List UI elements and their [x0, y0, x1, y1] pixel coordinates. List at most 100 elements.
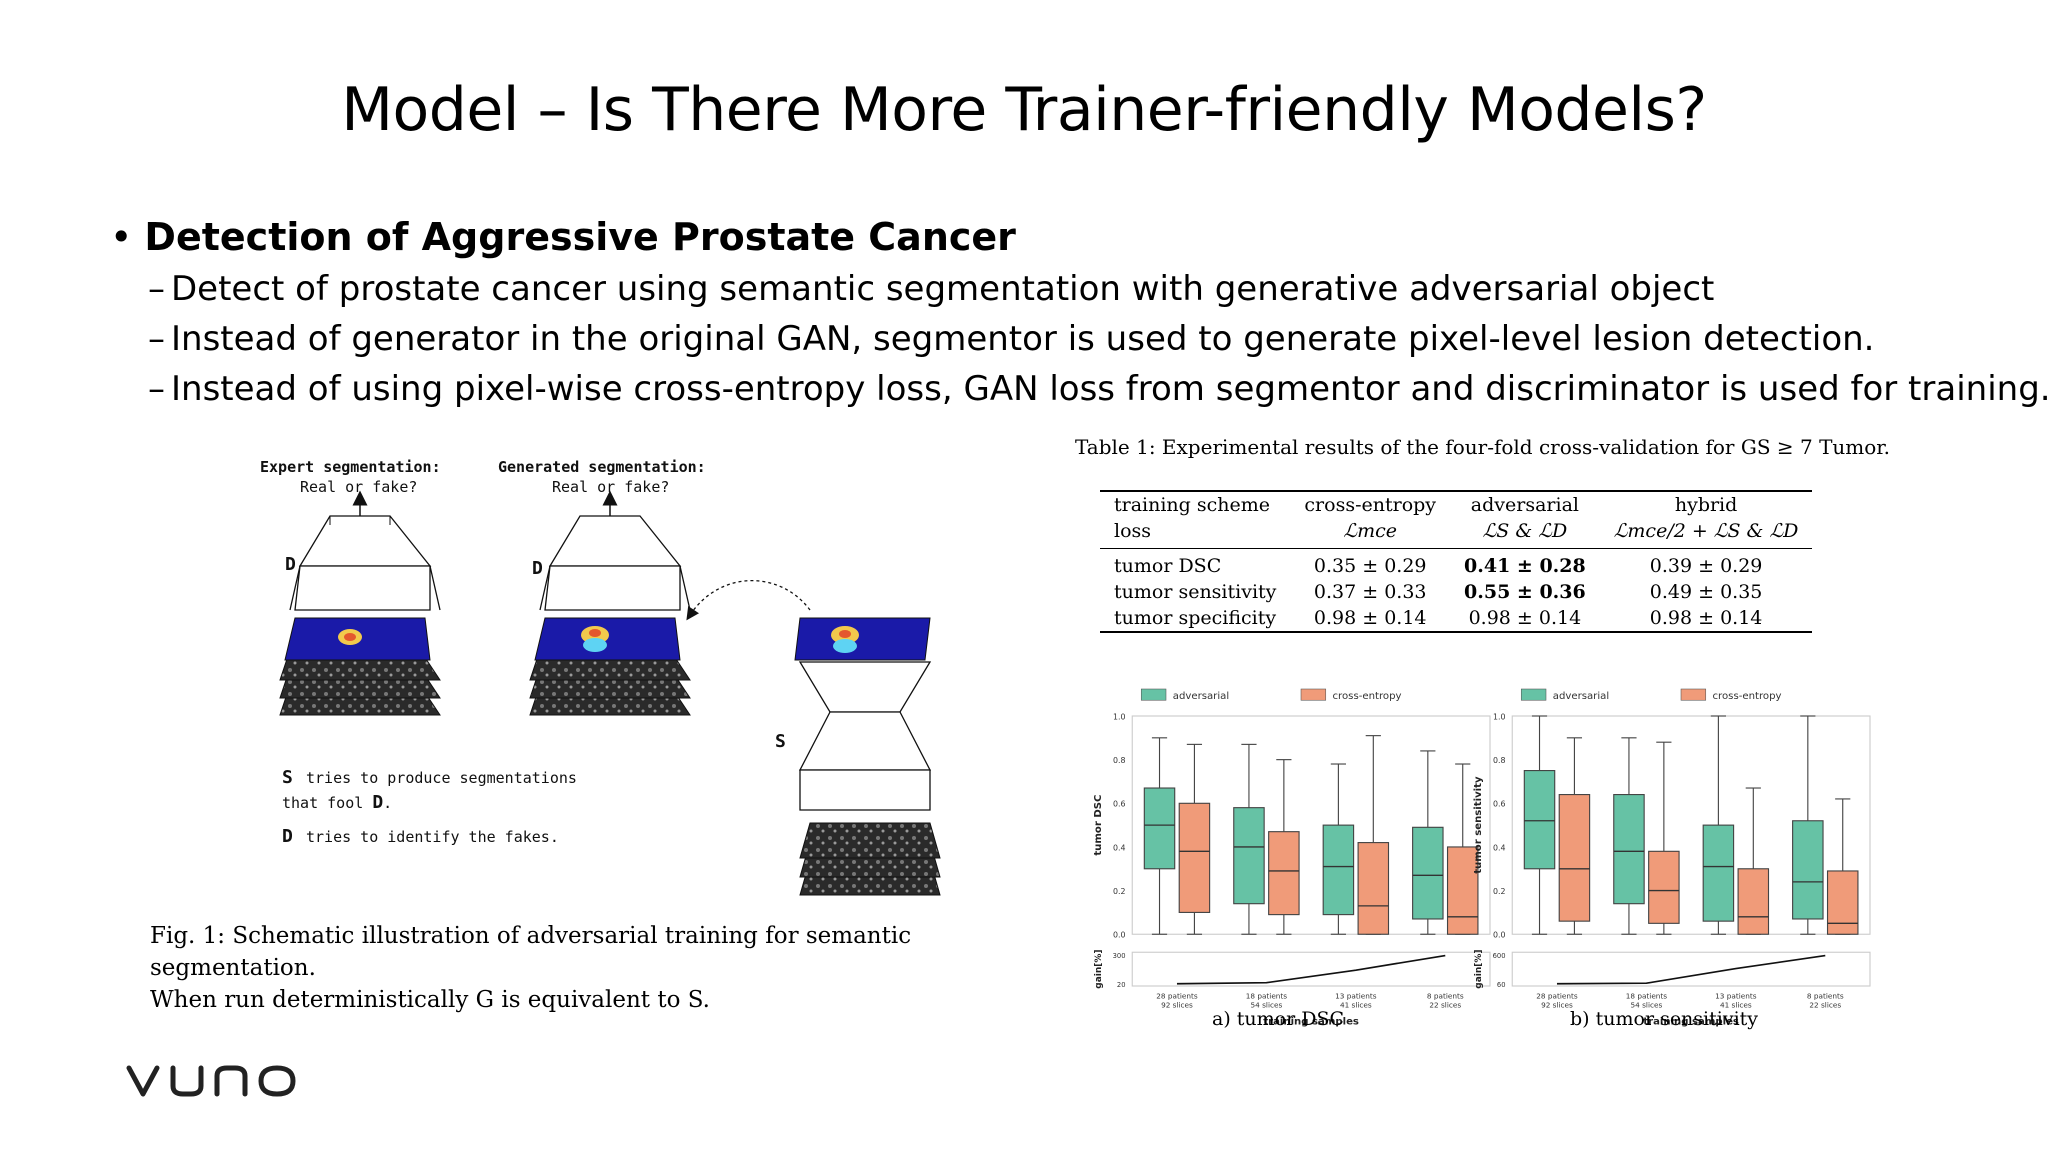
real-or-fake-label-1: Real or fake?: [300, 478, 417, 496]
table-header-row: loss ℒmce ℒS & ℒD ℒmce/2 + ℒS & ℒD: [1100, 518, 1813, 549]
dash-marker: –: [148, 269, 165, 309]
bullet-heading-text: Detection of Aggressive Prostate Cancer: [144, 215, 1016, 259]
figure-caption: Fig. 1: Schematic illustration of advers…: [150, 920, 1050, 1016]
table-cell: 0.37 ± 0.33: [1313, 581, 1427, 603]
generated-segmentation-label: Generated segmentation:: [498, 458, 706, 476]
y-tick-label: 0.4: [1113, 843, 1126, 852]
s-explain-line1: tries to produce segmentations: [306, 769, 577, 787]
x-tick-label: 28 patients: [1156, 991, 1198, 1000]
discriminator-2: D: [532, 490, 691, 611]
table-header-row: training scheme cross-entropy adversaria…: [1100, 491, 1812, 518]
y-tick-label: 0.0: [1113, 931, 1126, 940]
box-chart-tumor-sensitivity: adversarial cross-entropy 0.0 0.2 0.4 0.6 0.8 1…: [1473, 688, 1871, 1027]
box-cross-entropy: [1178, 802, 1211, 913]
table-cell: 0.35 ± 0.29: [1313, 555, 1427, 577]
bullet-list: • Detection of Aggressive Prostate Cancer…: [110, 215, 2048, 409]
sub-bullet-2: – Instead of generator in the original GA…: [148, 319, 2048, 359]
y-tick-label: 0.6: [1493, 800, 1506, 809]
box-cross-entropy: [1357, 842, 1390, 935]
table-cell: 0.41 ± 0.28: [1464, 555, 1586, 577]
bullet-heading: • Detection of Aggressive Prostate Cancer: [110, 215, 2048, 259]
y-tick-label: 1.0: [1493, 712, 1506, 721]
y-tick-label: 0.0: [1493, 931, 1506, 940]
chart-caption-a: a) tumor DSC: [1212, 1008, 1345, 1030]
y-tick-label: 0.6: [1113, 800, 1126, 809]
d-label-2: D: [532, 558, 543, 579]
table-caption: Table 1: Experimental results of the fou…: [1075, 435, 1891, 459]
box-cross-entropy: [1826, 870, 1859, 935]
table-row: tumor DSC 0.35 ± 0.29 0.41 ± 0.28 0.39 ±…: [1100, 549, 1812, 580]
box-adversarial: [1613, 794, 1645, 905]
table-cell: 0.39 ± 0.29: [1649, 555, 1763, 577]
sub-bullet-text: Instead of using pixel-wise cross-entrop…: [171, 369, 2048, 409]
box-adversarial: [1412, 826, 1444, 920]
vuno-logo: vuno: [126, 1065, 296, 1097]
table-cell: 0.55 ± 0.36: [1464, 581, 1586, 603]
legend-label: adversarial: [1553, 691, 1609, 702]
gain-axis-label: gain[%]: [1474, 949, 1484, 988]
table-header-cell: ℒS & ℒD: [1450, 518, 1600, 549]
expert-segmentation-label: Expert segmentation:: [260, 458, 441, 476]
table-cell: 0.98 ± 0.14: [1649, 607, 1763, 629]
x-tick-label: 22 slices: [1809, 1000, 1841, 1009]
figure-caption-line2: When run deterministically G is equivale…: [150, 987, 710, 1013]
table-cell: tumor specificity: [1114, 607, 1277, 629]
table-header-cell: adversarial: [1470, 494, 1579, 516]
y-tick-label: 0.8: [1113, 756, 1126, 765]
x-tick-label: 41 slices: [1720, 1000, 1752, 1009]
y-tick-label: 1.0: [1113, 712, 1126, 721]
x-tick-label: 54 slices: [1251, 1000, 1283, 1009]
legend-swatch-adversarial: [1140, 688, 1167, 701]
y-tick-label: 0.2: [1113, 887, 1126, 896]
segmentor-network: S: [775, 617, 941, 896]
segmentor-output-heatmap: [794, 617, 931, 661]
x-axis-label: training samples: [1643, 1016, 1739, 1027]
s-explain-letter: S: [282, 767, 293, 788]
dashed-arrow: [686, 580, 811, 621]
sub-bullet-text: Instead of generator in the original GAN…: [171, 319, 1875, 359]
x-tick-label: 18 patients: [1626, 991, 1668, 1000]
x-tick-label: 8 patients: [1807, 991, 1844, 1000]
sub-bullet-text: Detect of prostate cancer using semantic…: [171, 269, 1715, 309]
box-cross-entropy: [1648, 850, 1680, 924]
gain-tick-label: 20: [1117, 981, 1126, 989]
s-explain-line2: that fool D.: [282, 792, 392, 813]
d-explain-line: tries to identify the fakes.: [306, 828, 559, 846]
real-or-fake-label-2: Real or fake?: [552, 478, 669, 496]
box-cross-entropy: [1558, 794, 1591, 922]
box-chart-tumor-dsc: adversarial cross-entropy 0.0 0.2 0.4 0.6 0.8 1…: [1093, 688, 1491, 1027]
table-header-cell: cross-entropy: [1304, 494, 1437, 516]
table-header-cell: loss: [1100, 518, 1291, 549]
box-cross-entropy: [1268, 831, 1300, 916]
box-adversarial: [1143, 787, 1176, 870]
sub-bullet-1: – Detect of prostate cancer using semanti…: [148, 269, 2048, 309]
box-adversarial: [1322, 824, 1355, 916]
s-explain-line2-period: .: [383, 794, 392, 812]
x-tick-label: 92 slices: [1541, 1000, 1573, 1009]
s-label: S: [775, 731, 786, 752]
s-explain-line2-text: that fool: [282, 794, 363, 812]
sub-bullet-3: – Instead of using pixel-wise cross-entro…: [148, 369, 2048, 409]
table-row: tumor specificity 0.98 ± 0.14 0.98 ± 0.1…: [1100, 605, 1812, 632]
mri-input-slice: [799, 822, 941, 859]
s-explain-line2-d: D: [372, 792, 383, 813]
table-cell: 0.98 ± 0.14: [1468, 607, 1582, 629]
y-axis-label: tumor DSC: [1093, 795, 1104, 856]
x-tick-label: 92 slices: [1161, 1000, 1193, 1009]
gan-schematic-figure: Expert segmentation: Real or fake? Gener…: [260, 458, 941, 896]
y-tick-label: 0.2: [1493, 887, 1506, 896]
table-header-cell: training scheme: [1114, 494, 1271, 516]
discriminator-1: D: [285, 490, 441, 611]
table-header-cell: hybrid: [1674, 494, 1738, 516]
d-label-1: D: [285, 554, 296, 575]
x-tick-label: 8 patients: [1427, 991, 1464, 1000]
d-explain-letter: D: [282, 826, 293, 847]
box-cross-entropy: [1446, 846, 1479, 935]
results-table: training scheme cross-entropy adversaria…: [1100, 490, 1813, 633]
dash-marker: –: [148, 319, 165, 359]
y-tick-label: 0.8: [1493, 756, 1506, 765]
table-cell: 0.98 ± 0.14: [1313, 607, 1427, 629]
gain-line: [1176, 954, 1446, 985]
legend-swatch-cross-entropy: [1680, 688, 1707, 701]
gain-tick-label: 60: [1497, 981, 1506, 989]
